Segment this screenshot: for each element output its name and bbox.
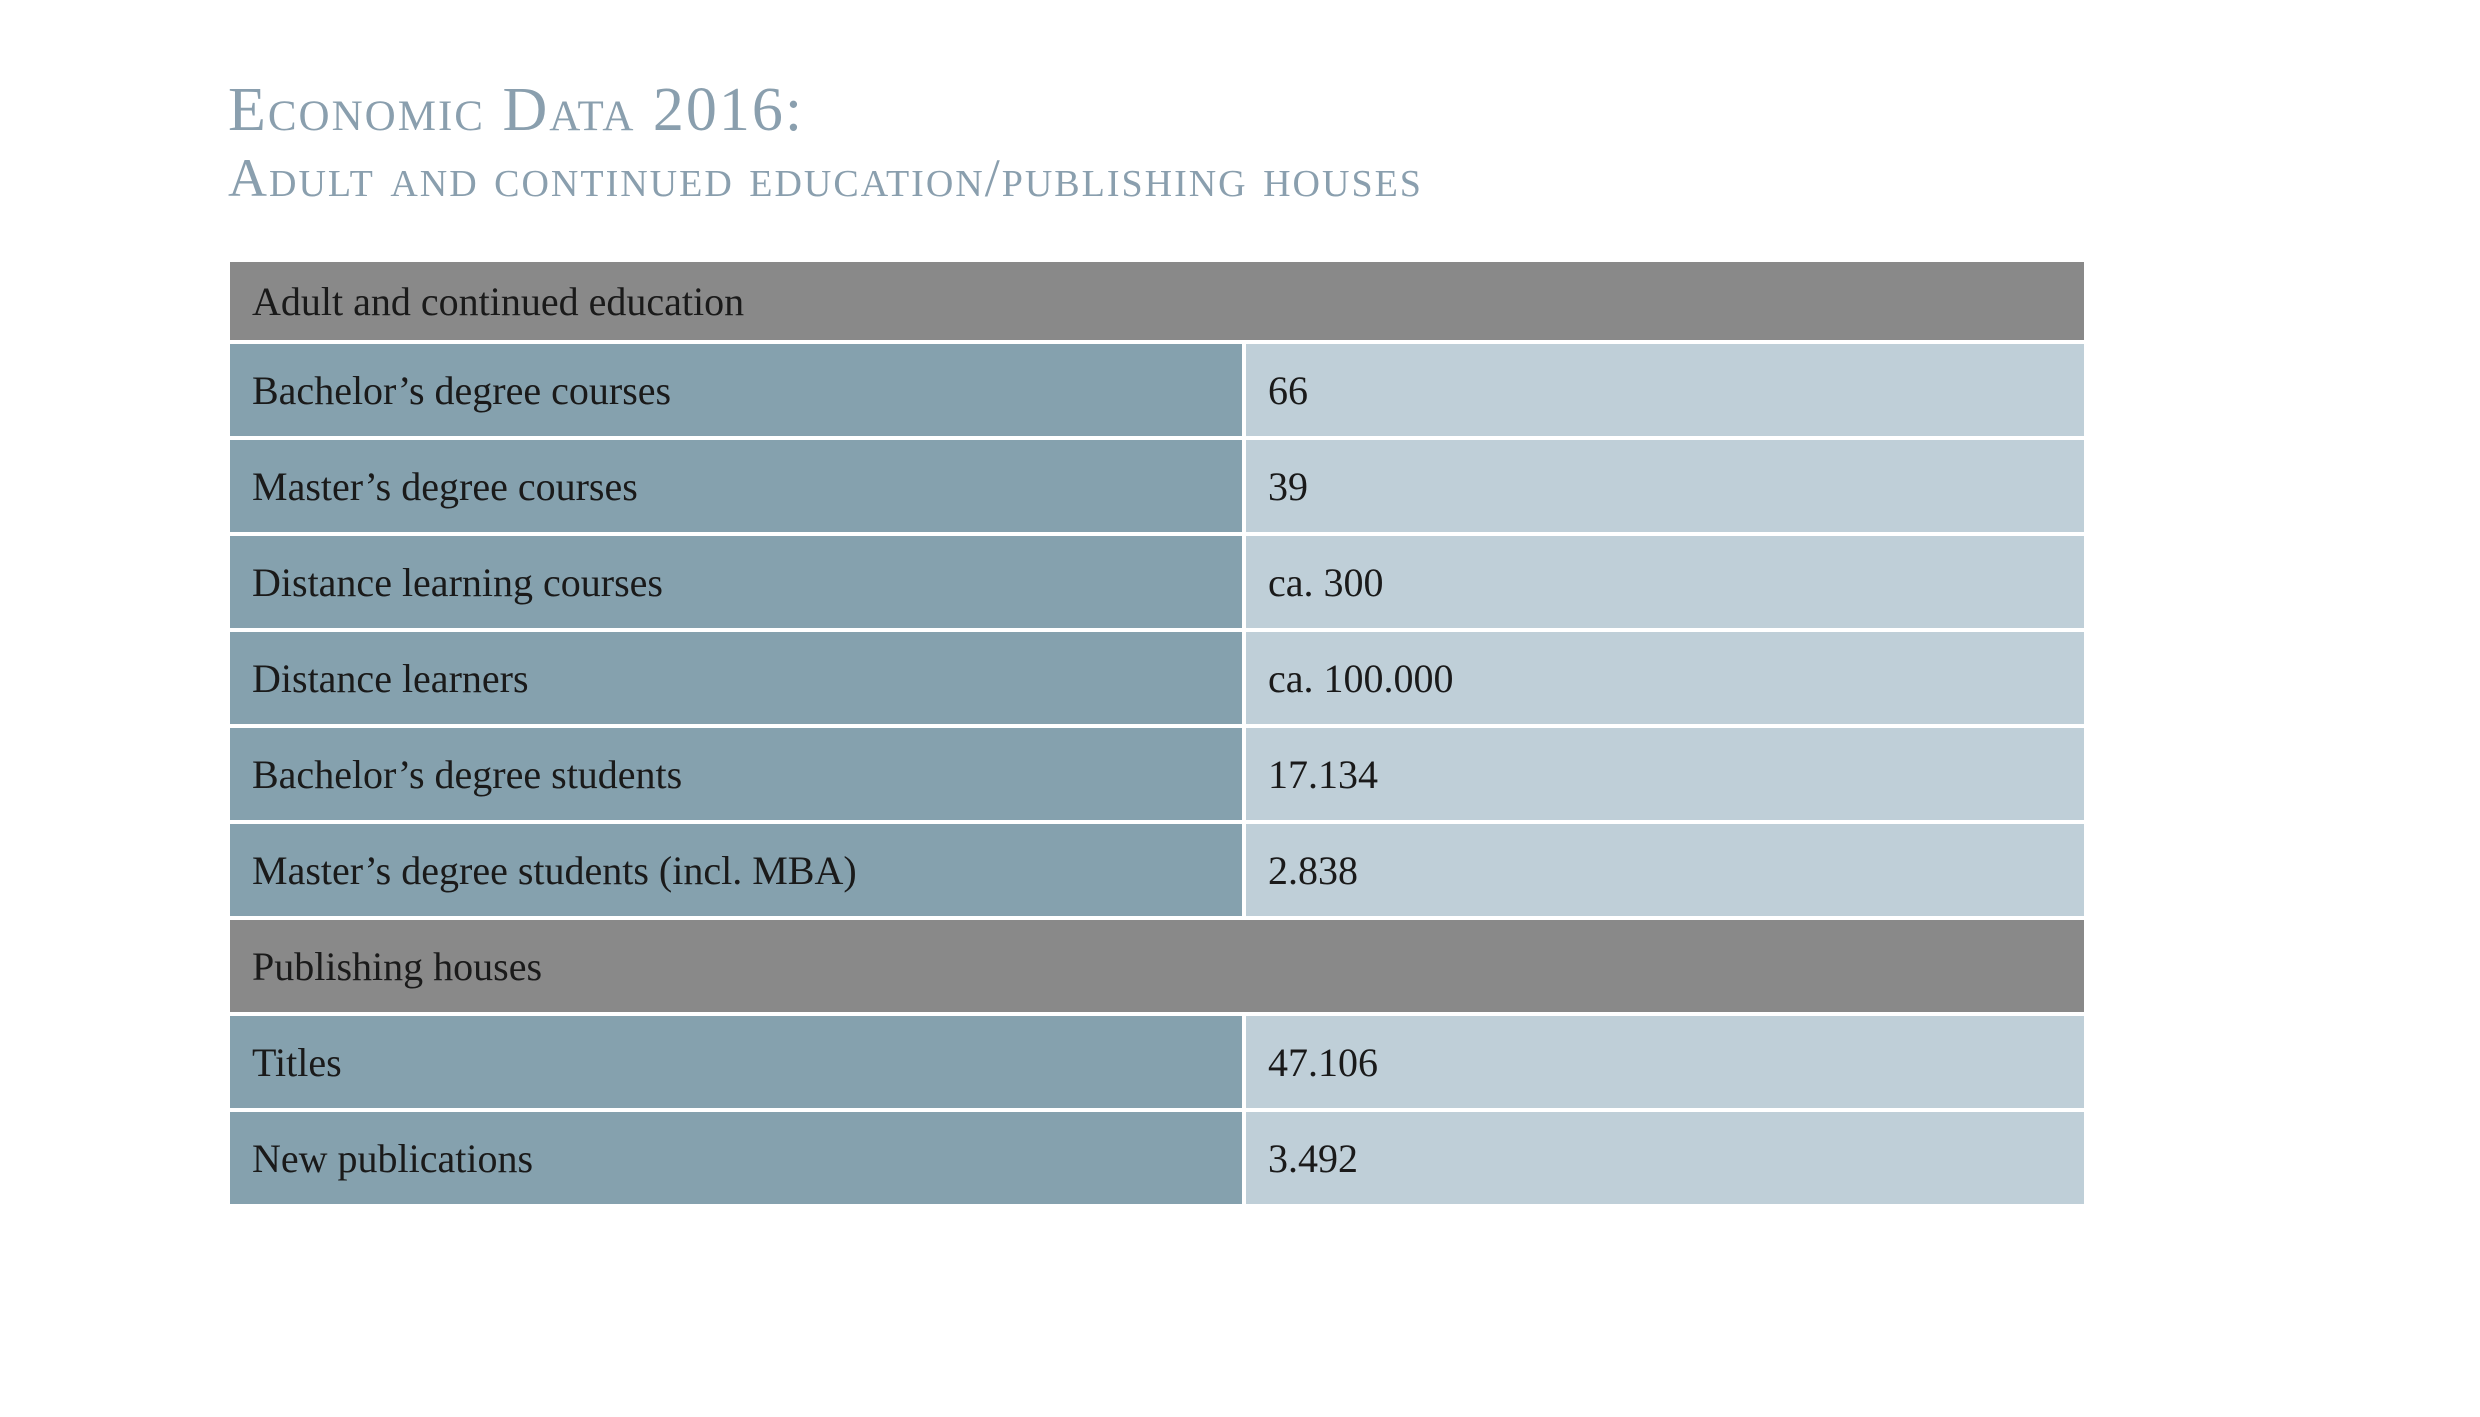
row-label: Distance learners <box>230 632 1242 724</box>
row-label: Bachelor’s degree students <box>230 728 1242 820</box>
row-label: Master’s degree courses <box>230 440 1242 532</box>
row-value: ca. 300 <box>1246 536 2084 628</box>
section-header-row: Publishing houses <box>230 920 2084 1012</box>
section-heading-publishing-houses: Publishing houses <box>230 920 2084 1012</box>
table-row: New publications 3.492 <box>230 1112 2084 1204</box>
row-label: New publications <box>230 1112 1242 1204</box>
table-row: Titles 47.106 <box>230 1016 2084 1108</box>
table-row: Master’s degree courses 39 <box>230 440 2084 532</box>
table-row: Master’s degree students (incl. MBA) 2.8… <box>230 824 2084 916</box>
row-value: 3.492 <box>1246 1112 2084 1204</box>
row-label: Bachelor’s degree courses <box>230 344 1242 436</box>
section-heading-adult-education: Adult and continued education <box>230 262 2084 340</box>
row-label: Master’s degree students (incl. MBA) <box>230 824 1242 916</box>
section-header-row: Adult and continued education <box>230 262 2084 340</box>
row-value: ca. 100.000 <box>1246 632 2084 724</box>
title-line-1: Economic Data 2016: <box>228 76 805 144</box>
table-row: Bachelor’s degree students 17.134 <box>230 728 2084 820</box>
economic-data-table: Adult and continued education Bachelor’s… <box>226 258 2088 1208</box>
row-value: 47.106 <box>1246 1016 2084 1108</box>
table-row: Distance learners ca. 100.000 <box>230 632 2084 724</box>
row-value: 2.838 <box>1246 824 2084 916</box>
page-title: Economic Data 2016: Adult and continued … <box>228 76 1423 212</box>
row-value: 39 <box>1246 440 2084 532</box>
row-label: Titles <box>230 1016 1242 1108</box>
row-label: Distance learning courses <box>230 536 1242 628</box>
table-row: Distance learning courses ca. 300 <box>230 536 2084 628</box>
table-row: Bachelor’s degree courses 66 <box>230 344 2084 436</box>
row-value: 66 <box>1246 344 2084 436</box>
row-value: 17.134 <box>1246 728 2084 820</box>
title-line-2: Adult and continued education/publishing… <box>228 148 1423 208</box>
